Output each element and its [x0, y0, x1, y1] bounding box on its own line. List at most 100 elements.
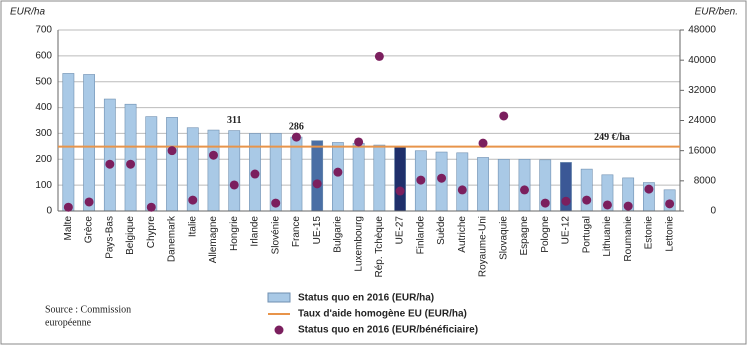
- bar: [352, 142, 365, 212]
- dot: [582, 195, 592, 205]
- x-tick-label: Belgique: [125, 216, 136, 255]
- y2-axis-label: EUR/ben.: [695, 7, 738, 18]
- x-tick-label: Chypre: [146, 216, 157, 249]
- bar: [518, 158, 531, 212]
- dot: [146, 202, 156, 212]
- x-tick-label: Espagne: [519, 216, 530, 256]
- dot: [167, 146, 177, 156]
- dot: [623, 201, 633, 211]
- bar: [228, 130, 241, 212]
- reference-label: 249 €/ha: [594, 132, 630, 143]
- bar: [124, 103, 137, 212]
- bar: [373, 144, 386, 212]
- x-tick-label: Slovaquie: [498, 216, 509, 260]
- x-tick-label: Lithuanie: [602, 216, 613, 257]
- dot: [271, 198, 281, 208]
- legend-swatch: [267, 292, 291, 303]
- dot: [333, 167, 343, 177]
- y-tick-label: 100: [35, 180, 52, 191]
- legend-label: Taux d'aide homogène EU (EUR/ha): [298, 309, 467, 320]
- bar: [207, 129, 220, 212]
- dot: [291, 132, 301, 142]
- bar: [497, 158, 510, 212]
- dot: [188, 195, 198, 205]
- annotation: 311: [227, 115, 241, 126]
- y-tick-label: 500: [35, 76, 52, 87]
- bar: [332, 142, 344, 212]
- dot: [105, 159, 115, 169]
- y-tick-label: 300: [35, 128, 52, 139]
- x-tick-label: UE-27: [395, 216, 406, 245]
- x-tick-label: Lettonie: [664, 216, 675, 252]
- x-tick-label: Italie: [187, 216, 198, 238]
- x-tick-label: Danemark: [167, 215, 178, 262]
- x-tick-label: Bulgarie: [333, 216, 344, 253]
- x-tick-label: Luxembourg: [353, 216, 364, 272]
- dot: [602, 200, 612, 210]
- y2-tick-label: 32000: [688, 85, 716, 96]
- x-tick-label: Pays-Bas: [104, 216, 115, 259]
- dot: [374, 51, 384, 61]
- y-axis-label: EUR/ha: [10, 7, 45, 18]
- y2-tick-label: 8000: [694, 175, 717, 186]
- dot: [644, 184, 654, 194]
- x-tick-label: Royaume-Uni: [478, 216, 489, 277]
- x-tick-label: UE-15: [312, 216, 323, 245]
- dot: [84, 197, 94, 207]
- y-tick-label: 0: [46, 206, 52, 217]
- dot: [126, 159, 136, 169]
- dot: [437, 173, 447, 183]
- x-tick-label: Irlande: [250, 216, 261, 247]
- dot: [561, 196, 571, 206]
- y-tick-label: 400: [35, 102, 52, 113]
- bar: [62, 73, 75, 212]
- annotation: 286: [289, 121, 304, 132]
- bar: [83, 74, 95, 212]
- y2-tick-label: 40000: [688, 55, 716, 66]
- dot: [63, 202, 73, 212]
- x-tick-label: Finlande: [415, 216, 426, 255]
- dot: [395, 186, 405, 196]
- x-tick-label: Malte: [63, 216, 74, 241]
- x-tick-label: Rép. Tchèque: [374, 216, 385, 278]
- dot: [499, 111, 509, 121]
- bar: [290, 136, 303, 212]
- y-tick-label: 200: [35, 154, 52, 165]
- x-tick-label: UE-12: [561, 216, 572, 245]
- dot: [540, 198, 550, 208]
- dot: [354, 137, 364, 147]
- y2-tick-label: 24000: [688, 115, 716, 126]
- x-tick-label: Portugal: [581, 216, 592, 253]
- x-tick-label: Pologne: [540, 216, 551, 253]
- dot: [520, 185, 529, 195]
- x-tick-label: Hongrie: [229, 216, 240, 251]
- legend-label: Status quo en 2016 (EUR/ha): [298, 293, 434, 304]
- x-tick-label: Autriche: [457, 216, 468, 253]
- dot: [457, 185, 467, 195]
- bar: [477, 157, 489, 212]
- legend-swatch: [274, 325, 284, 335]
- dot: [209, 150, 218, 160]
- x-tick-label: Roumanie: [623, 216, 634, 262]
- y2-tick-label: 48000: [688, 25, 716, 36]
- dot: [478, 138, 488, 148]
- x-tick-label: Allemagne: [208, 216, 219, 264]
- y2-tick-label: 16000: [688, 145, 716, 156]
- y-tick-label: 700: [35, 25, 52, 36]
- x-tick-label: Estonie: [644, 216, 655, 250]
- dot: [665, 199, 675, 209]
- y2-tick-label: 0: [710, 206, 716, 217]
- source: Source : Commission: [45, 304, 131, 315]
- bar: [311, 140, 324, 212]
- y-tick-label: 600: [35, 50, 52, 61]
- dot: [250, 169, 260, 179]
- bar: [145, 116, 158, 212]
- x-tick-label: Suède: [436, 216, 447, 245]
- x-tick-label: Grèce: [84, 216, 95, 244]
- source: européenne: [45, 317, 92, 328]
- dot: [229, 180, 239, 190]
- bar: [394, 146, 406, 212]
- bar: [103, 98, 116, 212]
